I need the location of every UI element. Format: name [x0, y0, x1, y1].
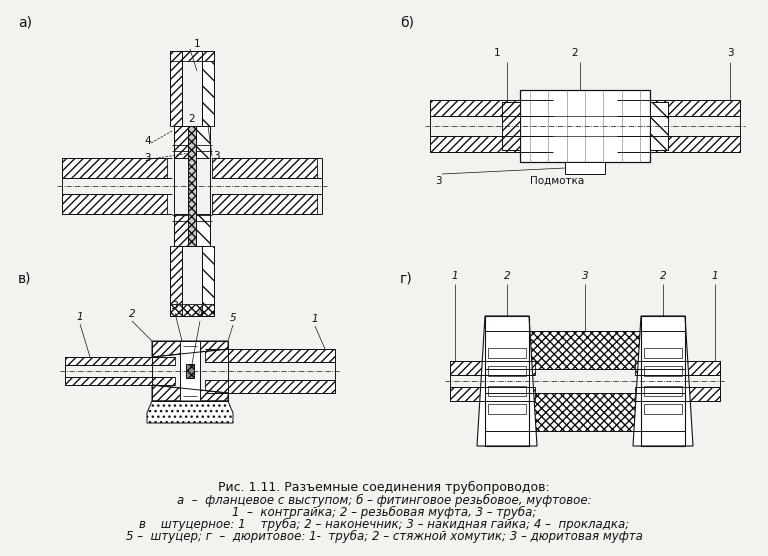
Text: 3: 3 [144, 153, 151, 163]
Bar [644, 386, 682, 396]
Bar [485, 393, 685, 431]
Bar [635, 387, 720, 401]
Text: а  –  фланцевое с выступом; б – фитинговое резьбовое, муфтовое:: а – фланцевое с выступом; б – фитинговое… [177, 494, 591, 507]
Bar [194, 126, 210, 158]
Bar [65, 357, 175, 365]
Text: 1: 1 [494, 48, 500, 58]
Text: 3: 3 [581, 271, 588, 281]
Text: 1: 1 [194, 39, 200, 49]
Polygon shape [152, 385, 228, 401]
Bar [62, 158, 167, 178]
Bar [212, 158, 317, 178]
Text: 2: 2 [188, 114, 194, 124]
Bar [488, 386, 526, 396]
Text: Рис. 1.11. Разъемные соединения трубопроводов:: Рис. 1.11. Разъемные соединения трубопро… [218, 481, 550, 494]
Text: 3: 3 [727, 48, 733, 58]
Bar [641, 316, 685, 446]
Bar [186, 364, 194, 378]
Text: 1: 1 [312, 314, 318, 324]
Bar [520, 90, 650, 162]
Text: 4: 4 [144, 136, 151, 146]
Bar [62, 194, 167, 214]
Bar [174, 214, 190, 246]
Bar [450, 387, 535, 401]
Text: а): а) [18, 16, 32, 30]
Text: 1: 1 [452, 271, 458, 281]
Bar [485, 331, 685, 369]
Bar [488, 366, 526, 376]
Bar [205, 380, 335, 393]
Bar [617, 136, 740, 152]
Text: 2: 2 [129, 309, 135, 319]
Text: г): г) [400, 271, 412, 285]
Text: 3: 3 [172, 301, 178, 311]
Bar [170, 304, 214, 316]
Bar [488, 404, 526, 414]
Text: 3: 3 [213, 151, 220, 161]
Bar [194, 214, 210, 246]
Text: 1  –  контргайка; 2 – резьбовая муфта, 3 – труба;: 1 – контргайка; 2 – резьбовая муфта, 3 –… [232, 506, 536, 519]
Bar [635, 361, 720, 375]
Bar [170, 51, 182, 126]
Bar [180, 341, 200, 401]
Bar [212, 194, 317, 214]
Bar [644, 348, 682, 358]
Text: 1: 1 [712, 271, 718, 281]
Bar [170, 246, 182, 316]
Bar [430, 136, 553, 152]
Bar [202, 246, 214, 316]
Text: 2: 2 [660, 271, 667, 281]
Bar [485, 316, 529, 446]
Text: б): б) [400, 16, 414, 30]
Bar [502, 102, 520, 150]
Bar [650, 102, 668, 150]
Bar [617, 100, 740, 116]
Bar [450, 361, 535, 375]
Bar [565, 162, 605, 174]
Bar [65, 377, 175, 385]
Text: 4: 4 [197, 309, 204, 319]
Bar [644, 366, 682, 376]
Text: 5 –  штуцер; г  –  дюритовое: 1-  труба; 2 – стяжной хомутик; 3 – дюритовая муфт: 5 – штуцер; г – дюритовое: 1- труба; 2 –… [125, 530, 643, 543]
Bar [170, 51, 214, 61]
Text: 2: 2 [571, 48, 578, 58]
Text: 1: 1 [77, 312, 83, 322]
Text: в    штуцерное: 1    труба; 2 – наконечник; 3 – накидная гайка; 4 –  прокладка;: в штуцерное: 1 труба; 2 – наконечник; 3 … [139, 518, 629, 531]
Polygon shape [147, 401, 233, 423]
Text: 5: 5 [230, 313, 237, 323]
Bar [205, 349, 335, 362]
Text: 3: 3 [435, 176, 442, 186]
Text: в): в) [18, 271, 31, 285]
Bar [174, 126, 190, 158]
Polygon shape [633, 316, 693, 446]
Bar [430, 100, 553, 116]
Polygon shape [477, 316, 537, 446]
Bar [202, 51, 214, 126]
Bar [488, 348, 526, 358]
Bar [644, 404, 682, 414]
Text: Подмотка: Подмотка [530, 176, 584, 186]
Polygon shape [152, 341, 228, 357]
Bar [188, 126, 196, 246]
Text: 2: 2 [504, 271, 510, 281]
